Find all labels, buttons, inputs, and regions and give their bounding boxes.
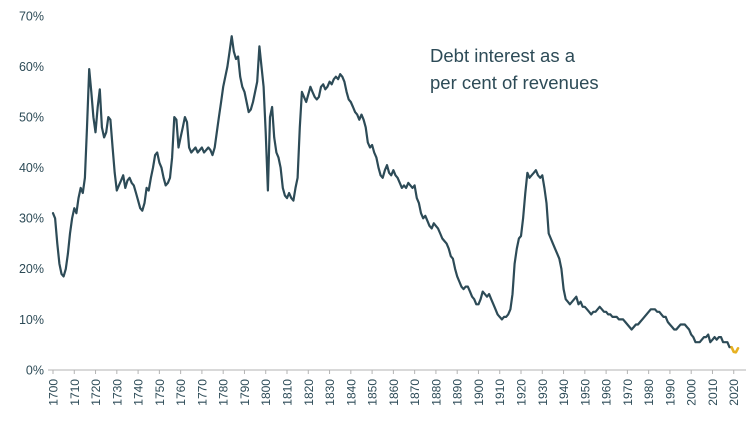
x-tick-label: 1960 — [600, 379, 614, 406]
y-tick-label: 40% — [19, 161, 44, 175]
x-tick-label: 1740 — [132, 379, 146, 406]
x-tick-label: 1840 — [344, 379, 358, 406]
x-tick-label: 1800 — [259, 379, 273, 406]
y-tick-label: 70% — [19, 9, 44, 23]
x-tick-label: 1700 — [47, 379, 61, 406]
y-tick-label: 50% — [19, 111, 44, 125]
annotation-line-2: per cent of revenues — [430, 72, 599, 93]
x-tick-label: 1970 — [621, 379, 635, 406]
x-tick-label: 1910 — [493, 379, 507, 406]
x-tick-label: 1850 — [366, 379, 380, 406]
y-tick-label: 0% — [26, 363, 44, 377]
x-tick-label: 2010 — [706, 379, 720, 406]
x-tick-label: 1900 — [472, 379, 486, 406]
x-tick-label: 1720 — [89, 379, 103, 406]
x-tick-label: 1880 — [429, 379, 443, 406]
x-tick-label: 1780 — [217, 379, 231, 406]
y-tick-label: 10% — [19, 313, 44, 327]
x-tick-label: 1730 — [110, 379, 124, 406]
y-tick-label: 20% — [19, 262, 44, 276]
x-tick-label: 1710 — [68, 379, 82, 406]
annotation-line-1: Debt interest as a — [430, 45, 575, 66]
x-tick-label: 1930 — [536, 379, 550, 406]
x-tick-label: 1940 — [557, 379, 571, 406]
x-tick-label: 1760 — [174, 379, 188, 406]
x-tick-label: 1990 — [663, 379, 677, 406]
x-tick-label: 1810 — [281, 379, 295, 406]
x-tick-label: 1790 — [238, 379, 252, 406]
y-tick-label: 60% — [19, 60, 44, 74]
x-tick-label: 1920 — [515, 379, 529, 406]
chart-annotation: Debt interest as a per cent of revenues — [430, 42, 599, 96]
x-tick-label: 1980 — [642, 379, 656, 406]
x-tick-label: 1750 — [153, 379, 167, 406]
x-tick-label: 1820 — [302, 379, 316, 406]
x-tick-label: 1770 — [195, 379, 209, 406]
x-tick-label: 1890 — [451, 379, 465, 406]
x-tick-label: 2000 — [685, 379, 699, 406]
x-tick-label: 1950 — [578, 379, 592, 406]
recent-highlight-line — [730, 345, 740, 354]
x-tick-label: 1870 — [408, 379, 422, 406]
x-tick-label: 1830 — [323, 379, 337, 406]
y-tick-label: 30% — [19, 212, 44, 226]
x-tick-label: 1860 — [387, 379, 401, 406]
x-tick-label: 2020 — [727, 379, 741, 406]
debt-interest-line — [51, 35, 733, 349]
